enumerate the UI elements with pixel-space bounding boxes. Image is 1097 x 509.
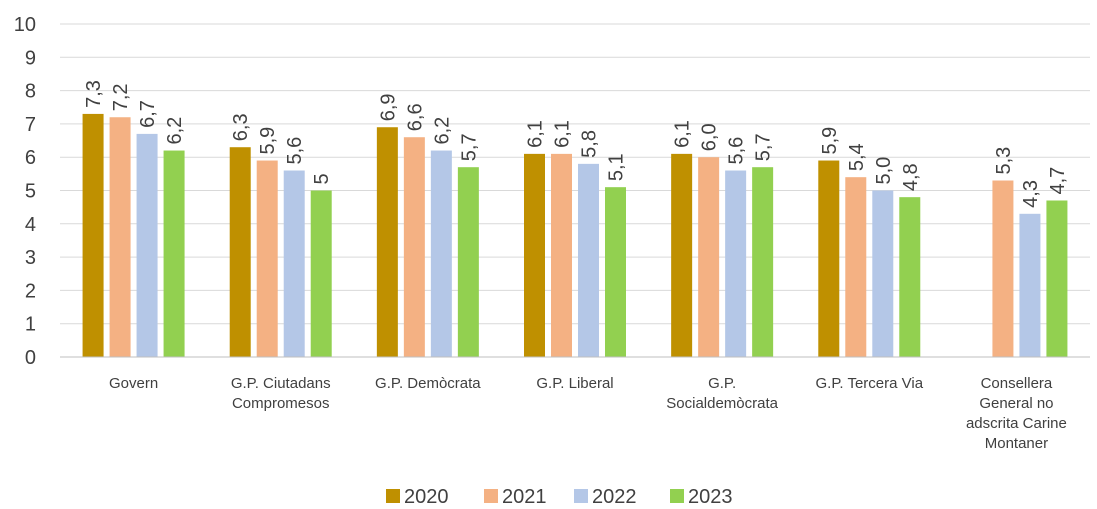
category-label: Montaner: [985, 435, 1048, 452]
bar-2020: [818, 160, 840, 357]
data-label: 5,4: [846, 143, 868, 171]
data-label: 6,7: [137, 100, 159, 128]
category-label: Socialdemòcrata: [666, 395, 778, 412]
legend-label: 2020: [404, 486, 449, 508]
data-label: 4,7: [1047, 167, 1069, 195]
legend-swatch-2023: [670, 489, 684, 503]
data-label: 5,9: [257, 127, 279, 155]
y-tick-label: 6: [25, 147, 36, 169]
bar-2022: [430, 150, 452, 357]
bar-2020: [671, 153, 693, 357]
bar-2020: [524, 153, 545, 357]
data-label: 6,1: [525, 120, 547, 148]
bar-2020: [376, 127, 398, 357]
bar-2021: [256, 160, 278, 357]
bar-2023: [752, 167, 774, 357]
bar-2022: [1019, 213, 1041, 357]
bar-2020: [229, 147, 251, 357]
data-label: 6,9: [377, 93, 399, 121]
bar-2022: [136, 133, 158, 357]
data-label: 5,3: [993, 147, 1015, 175]
legend-swatch-2020: [386, 489, 400, 503]
data-label: 5: [311, 173, 333, 184]
y-tick-label: 4: [25, 214, 36, 236]
bar-2022: [283, 170, 305, 357]
category-label: Compromesos: [232, 395, 330, 412]
data-label: 5,7: [458, 133, 480, 161]
data-label: 5,8: [579, 130, 601, 158]
y-tick-label: 0: [25, 347, 36, 369]
bar-2023: [163, 150, 185, 357]
category-label: G.P. Liberal: [536, 375, 613, 392]
bar-2021: [845, 177, 867, 357]
category-label: General no: [979, 395, 1053, 412]
data-label: 5,6: [284, 137, 306, 165]
data-label: 6,0: [699, 123, 721, 151]
data-label: 4,8: [900, 163, 922, 191]
bar-2021: [992, 180, 1014, 357]
bar-2022: [872, 190, 894, 357]
data-label: 5,7: [753, 133, 775, 161]
legend-swatch-2021: [484, 489, 498, 503]
legend-label: 2021: [502, 486, 547, 508]
y-tick-label: 5: [25, 181, 36, 203]
data-label: 6,1: [672, 120, 694, 148]
bar-2023: [899, 197, 921, 357]
category-label: Consellera: [981, 375, 1053, 392]
bar-2020: [82, 113, 104, 357]
y-tick-label: 7: [25, 114, 36, 136]
data-label: 6,6: [404, 103, 426, 131]
bar-2021: [551, 153, 572, 357]
category-label: G.P. Ciutadans: [231, 375, 331, 392]
category-label: G.P.: [708, 375, 736, 392]
category-label: G.P. Tercera Via: [815, 375, 923, 392]
data-label: 4,3: [1020, 180, 1042, 208]
bar-2023: [310, 190, 332, 357]
data-label: 5,6: [726, 137, 748, 165]
bar-2021: [403, 137, 425, 357]
y-tick-label: 9: [25, 47, 36, 69]
y-tick-label: 2: [25, 280, 36, 302]
bar-2021: [109, 117, 131, 358]
bar-2022: [725, 170, 747, 357]
data-label: 6,1: [552, 120, 574, 148]
bar-2021: [698, 157, 720, 357]
bar-2023: [605, 187, 626, 357]
legend-label: 2022: [592, 486, 637, 508]
data-label: 6,2: [164, 117, 186, 145]
data-label: 5,1: [606, 153, 628, 181]
category-label: adscrita Carine: [966, 415, 1067, 432]
data-label: 5,9: [819, 127, 841, 155]
legend-label: 2023: [688, 486, 733, 508]
y-tick-label: 10: [14, 14, 36, 36]
category-label: G.P. Demòcrata: [375, 375, 481, 392]
bar-2023: [1046, 200, 1068, 357]
y-tick-label: 8: [25, 81, 36, 103]
data-label: 7,2: [110, 83, 132, 111]
data-label: 5,0: [873, 157, 895, 185]
legend-swatch-2022: [574, 489, 588, 503]
bar-2023: [457, 167, 479, 357]
bar-2022: [578, 163, 599, 357]
data-label: 7,3: [83, 80, 105, 108]
y-tick-label: 3: [25, 247, 36, 269]
data-label: 6,2: [431, 117, 453, 145]
category-label: Govern: [109, 375, 158, 392]
y-tick-label: 1: [25, 314, 36, 336]
data-label: 6,3: [230, 113, 252, 141]
